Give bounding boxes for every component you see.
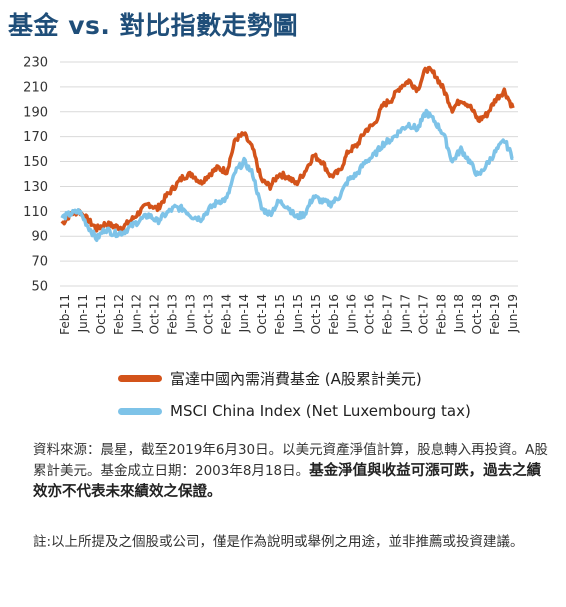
series-line-index xyxy=(60,108,514,243)
x-tick-label: Feb-17 xyxy=(381,294,395,335)
x-tick-label: Feb-15 xyxy=(273,294,287,335)
y-axis-ticks: 50 70 90 110 130 150 170 190 210 230 xyxy=(23,56,48,295)
y-tick-label: 170 xyxy=(23,130,48,145)
x-tick-label: Oct-18 xyxy=(470,294,484,334)
x-tick-label: Oct-17 xyxy=(416,294,430,334)
x-tick-label: Oct-11 xyxy=(94,294,108,334)
series-lines xyxy=(60,65,515,243)
x-tick-label: Jun-15 xyxy=(291,294,305,333)
x-tick-label: Feb-12 xyxy=(112,294,126,335)
x-tick-label: Oct-16 xyxy=(363,294,377,334)
performance-warning: 基金淨值與收益可漲可跌，過去之績效亦不代表未來績效之保證。 xyxy=(33,463,542,500)
legend-label-index: MSCI China Index (Net Luxembourg tax) xyxy=(170,402,471,420)
x-tick-label: Jun-11 xyxy=(76,294,90,333)
source-text: 資料來源：晨星，截至2019年6月30日。以美元資產淨值計算，股息轉入再投資。A… xyxy=(33,442,548,479)
x-tick-label: Oct-14 xyxy=(255,294,269,334)
legend-swatch-index xyxy=(118,407,162,415)
x-tick-label: Feb-13 xyxy=(166,294,180,335)
gridlines xyxy=(60,61,518,287)
legend-swatch-fund xyxy=(118,375,162,382)
x-tick-label: Feb-16 xyxy=(327,294,341,335)
legend-label-fund: 富達中國內需消費基金 (A股累計美元) xyxy=(170,370,422,388)
x-tick-label: Oct-12 xyxy=(148,294,162,334)
y-tick-label: 210 xyxy=(23,80,48,95)
x-tick-label: Jun-19 xyxy=(506,294,520,333)
x-tick-label: Jun-18 xyxy=(452,294,466,333)
x-tick-label: Jun-14 xyxy=(237,294,251,333)
x-tick-label: Jun-16 xyxy=(345,294,359,333)
x-tick-label: Feb-19 xyxy=(488,294,502,335)
x-tick-label: Feb-14 xyxy=(219,294,233,335)
series-line-fund xyxy=(60,65,515,233)
y-tick-label: 150 xyxy=(23,155,48,170)
x-tick-label: Jun-17 xyxy=(398,294,412,333)
x-tick-label: Jun-13 xyxy=(183,294,197,333)
source-note: 資料來源：晨星，截至2019年6月30日。以美元資產淨值計算，股息轉入再投資。A… xyxy=(33,440,553,503)
x-tick-label: Feb-11 xyxy=(58,294,72,335)
line-chart: 50 70 90 110 130 150 170 190 210 230 Feb-11 Jun-11… xyxy=(23,56,520,335)
y-tick-label: 130 xyxy=(23,180,48,195)
legend-item-index: MSCI China Index (Net Luxembourg tax) xyxy=(118,402,471,420)
x-tick-label: Oct-15 xyxy=(309,294,323,334)
y-tick-label: 110 xyxy=(23,205,48,220)
disclaimer-note: 註:以上所提及之個股或公司，僅是作為說明或舉例之用途，並非推薦或投資建議。 xyxy=(33,534,524,550)
y-tick-label: 190 xyxy=(23,105,48,120)
y-tick-label: 90 xyxy=(31,230,48,245)
chart-title: 基金 vs. 對比指數走勢圖 xyxy=(8,11,299,40)
x-tick-label: Feb-18 xyxy=(434,294,448,335)
legend-item-fund: 富達中國內需消費基金 (A股累計美元) xyxy=(118,368,422,389)
y-tick-label: 70 xyxy=(31,255,48,270)
x-tick-label: Jun-12 xyxy=(130,294,144,333)
x-tick-label: Oct-13 xyxy=(201,294,215,334)
y-tick-label: 230 xyxy=(23,56,48,71)
y-tick-label: 50 xyxy=(31,280,48,295)
x-axis-ticks: Feb-11 Jun-11 Oct-11 Feb-12 Jun-12 Oct-12 Feb-… xyxy=(58,294,520,335)
